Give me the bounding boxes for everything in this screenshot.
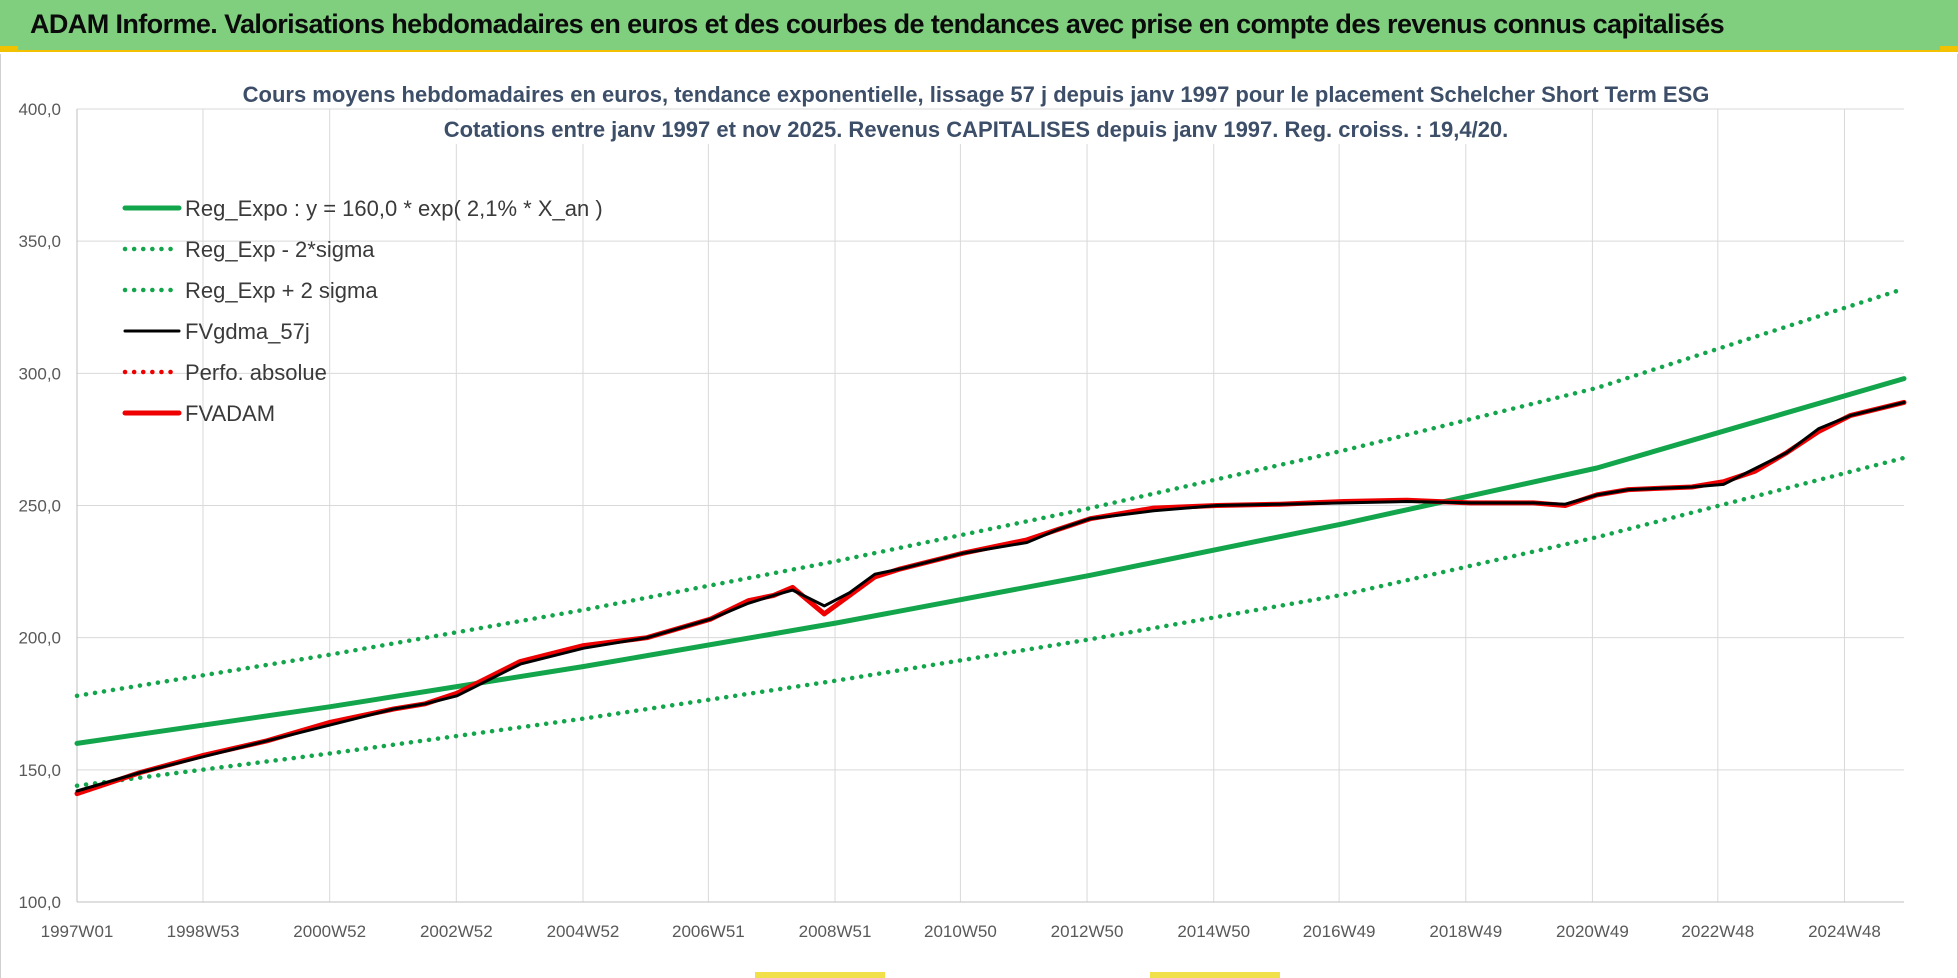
y-tick-label: 250,0 [18,497,61,516]
legend-label-3: FVgdma_57j [185,319,310,344]
x-tick-label: 2010W50 [924,922,997,941]
legend-label-5: FVADAM [185,401,275,426]
y-tick-label: 400,0 [18,100,61,119]
y-tick-label: 300,0 [18,364,61,383]
y-tick-label: 150,0 [18,761,61,780]
legend-label-1: Reg_Exp - 2*sigma [185,237,375,262]
series-line-3 [75,400,1906,793]
subtitle-background [441,110,1511,144]
legend-label-4: Perfo. absolue [185,360,327,385]
banner: ADAM Informe. Valorisations hebdomadaire… [0,0,1958,52]
series-line-2 [74,286,1907,699]
series-line-0 [74,376,1907,746]
y-tick-label: 350,0 [18,232,61,251]
series-line-5 [74,399,1907,797]
x-tick-label: 2000W52 [293,922,366,941]
x-tick-label: 2020W49 [1556,922,1629,941]
x-tick-label: 2012W50 [1051,922,1124,941]
x-tick-label: 2004W52 [547,922,620,941]
y-tick-label: 100,0 [18,893,61,912]
x-tick-label: 2018W49 [1429,922,1502,941]
banner-title: ADAM Informe. Valorisations hebdomadaire… [30,9,1725,39]
line-chart: 100,0 150,0 200,0 250,0 300,0 350,0 400,0 1997W… [18,74,1907,941]
bottom-accent-strip [755,972,885,978]
chart-subtitle: Cotations entre janv 1997 et nov 2025. R… [444,117,1509,142]
bottom-accent-strip [1150,972,1280,978]
x-tick-label: 2008W51 [799,922,872,941]
x-tick-label: 2022W48 [1681,922,1754,941]
x-tick-label: 2014W50 [1177,922,1250,941]
x-tick-label: 2024W48 [1808,922,1881,941]
banner-accent-left [0,46,18,52]
legend-label-0: Reg_Expo : y = 160,0 * exp( 2,1% * X_an … [185,196,603,221]
chart-title: Cours moyens hebdomadaires en euros, ten… [243,82,1710,107]
x-tick-label: 1998W53 [167,922,240,941]
x-tick-label: 2016W49 [1303,922,1376,941]
legend-label-2: Reg_Exp + 2 sigma [185,278,378,303]
banner-accent-right [1940,46,1958,52]
x-tick-label: 1997W01 [41,922,114,941]
title-background [241,74,1711,108]
x-tick-label: 2002W52 [420,922,493,941]
y-tick-label: 200,0 [18,629,61,648]
x-tick-label: 2006W51 [672,922,745,941]
chart-frame: 100,0 150,0 200,0 250,0 300,0 350,0 400,0 1997W… [0,54,1958,978]
series-line-1 [74,455,1907,788]
